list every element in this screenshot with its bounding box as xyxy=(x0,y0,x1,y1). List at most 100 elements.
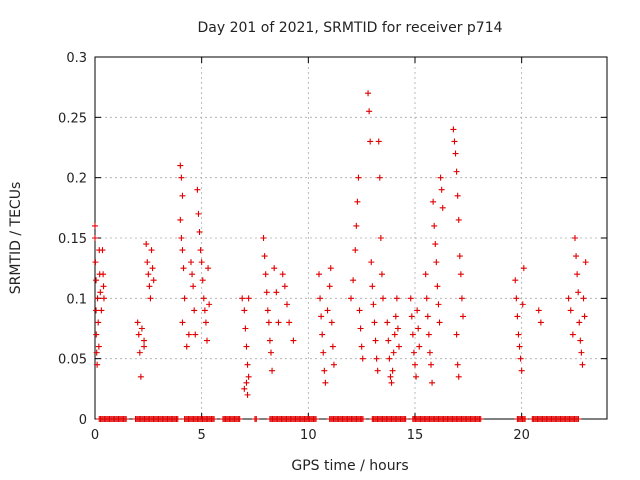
data-point xyxy=(518,367,525,374)
data-point xyxy=(413,373,420,380)
data-point xyxy=(284,301,290,308)
data-point xyxy=(123,416,130,422)
data-point xyxy=(569,331,576,338)
chart-title: Day 201 of 2021, SRMTID for receiver p71… xyxy=(197,20,502,36)
data-point xyxy=(99,247,106,254)
data-point xyxy=(137,373,144,380)
data-point xyxy=(380,295,386,302)
data-point xyxy=(320,349,327,356)
data-point xyxy=(290,337,297,344)
data-point xyxy=(271,265,278,272)
data-point xyxy=(372,337,379,344)
data-point xyxy=(512,277,519,284)
data-point xyxy=(244,391,251,398)
data-point xyxy=(205,265,212,272)
x-tick-label: 0 xyxy=(91,428,99,443)
y-tick-label: 0.3 xyxy=(66,51,87,66)
x-tick-label: 10 xyxy=(300,428,317,443)
data-point xyxy=(261,253,268,260)
data-point xyxy=(100,295,107,302)
data-point xyxy=(577,337,584,344)
data-point xyxy=(357,325,364,332)
data-point xyxy=(181,295,188,302)
data-point xyxy=(92,259,99,266)
data-point xyxy=(460,313,466,320)
data-point xyxy=(438,186,445,193)
data-point xyxy=(430,198,437,205)
data-point xyxy=(573,253,580,260)
data-point xyxy=(95,343,102,350)
data-point xyxy=(204,337,210,344)
data-point xyxy=(329,343,336,350)
data-point xyxy=(408,313,415,320)
data-point xyxy=(141,343,148,350)
data-point xyxy=(275,319,282,326)
data-point xyxy=(414,307,421,314)
data-point xyxy=(286,319,293,326)
data-point xyxy=(437,174,444,181)
data-point xyxy=(147,295,154,302)
data-point xyxy=(179,192,186,199)
data-point xyxy=(95,319,102,326)
data-point xyxy=(402,416,409,422)
data-point xyxy=(455,216,462,223)
data-point xyxy=(268,349,274,356)
data-point xyxy=(455,373,462,380)
data-points xyxy=(92,90,589,422)
data-point xyxy=(394,325,401,332)
data-point xyxy=(407,295,414,302)
data-point xyxy=(580,295,587,302)
data-point xyxy=(189,271,196,278)
data-point xyxy=(457,271,464,278)
data-point xyxy=(392,313,399,320)
data-point xyxy=(236,416,243,422)
data-point xyxy=(454,192,461,199)
data-point xyxy=(279,271,286,278)
data-point xyxy=(451,138,458,145)
data-point xyxy=(190,283,197,290)
data-point xyxy=(179,319,186,326)
x-tick-label: 5 xyxy=(198,428,206,443)
data-point xyxy=(426,349,433,356)
data-point xyxy=(375,138,382,145)
data-point xyxy=(239,295,246,302)
data-point xyxy=(92,235,98,241)
data-point xyxy=(423,295,430,302)
data-point xyxy=(146,283,153,290)
data-point xyxy=(192,331,199,338)
data-point xyxy=(201,307,208,314)
data-point xyxy=(179,247,186,254)
data-point xyxy=(191,307,198,314)
data-point xyxy=(211,416,218,422)
data-point xyxy=(202,319,209,326)
data-point xyxy=(522,416,529,422)
data-point xyxy=(578,349,585,356)
data-point xyxy=(350,277,357,284)
data-point xyxy=(377,235,384,241)
data-point xyxy=(514,313,521,320)
data-point xyxy=(242,325,249,332)
data-point xyxy=(318,313,325,320)
data-point xyxy=(432,241,439,248)
data-point xyxy=(574,271,581,278)
data-point xyxy=(327,265,334,272)
data-point xyxy=(135,331,142,338)
data-point xyxy=(452,150,459,157)
data-point xyxy=(93,277,100,284)
x-tick-label: 15 xyxy=(407,428,424,443)
data-point xyxy=(535,307,542,314)
data-point xyxy=(260,235,267,241)
data-point xyxy=(183,343,190,350)
data-point xyxy=(194,186,201,193)
data-point xyxy=(439,204,446,211)
data-point xyxy=(185,331,192,338)
data-point xyxy=(353,222,360,229)
data-point xyxy=(330,361,337,368)
data-point xyxy=(385,337,392,344)
y-axis-label: SRMTID / TECUs xyxy=(8,182,24,295)
data-point xyxy=(429,379,436,386)
y-tick-label: 0.05 xyxy=(58,353,87,368)
data-point xyxy=(273,289,280,296)
data-point xyxy=(453,331,460,338)
data-point xyxy=(141,337,148,344)
